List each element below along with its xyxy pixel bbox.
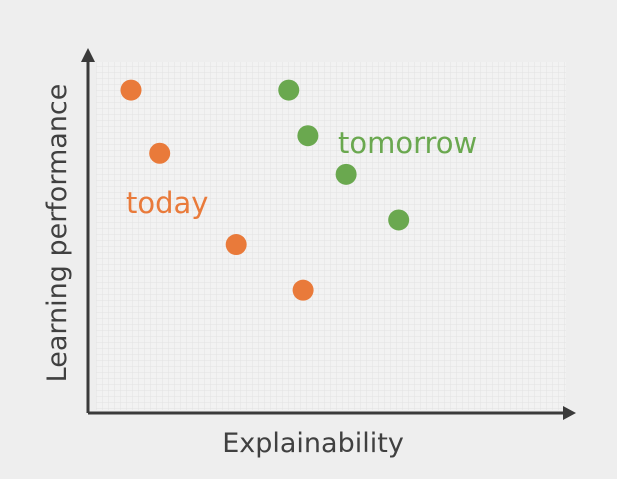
- y-axis-arrow: [81, 48, 95, 62]
- series-label-today: today: [126, 186, 208, 220]
- point-tomorrow-1: [278, 79, 300, 101]
- point-tomorrow-4: [388, 209, 410, 231]
- x-axis-label: Explainability: [222, 428, 404, 459]
- plot-grid: [96, 62, 566, 410]
- points-layer: [120, 79, 410, 301]
- point-today-4: [292, 279, 314, 301]
- point-today-2: [149, 142, 171, 164]
- point-today-1: [120, 79, 142, 101]
- point-today-3: [225, 234, 247, 256]
- series-label-tomorrow: tomorrow: [338, 126, 477, 160]
- axes: [81, 48, 576, 420]
- y-axis-label: Learning performance: [42, 84, 73, 383]
- point-tomorrow-3: [335, 163, 357, 185]
- x-axis-arrow: [563, 406, 576, 420]
- point-tomorrow-2: [297, 125, 319, 147]
